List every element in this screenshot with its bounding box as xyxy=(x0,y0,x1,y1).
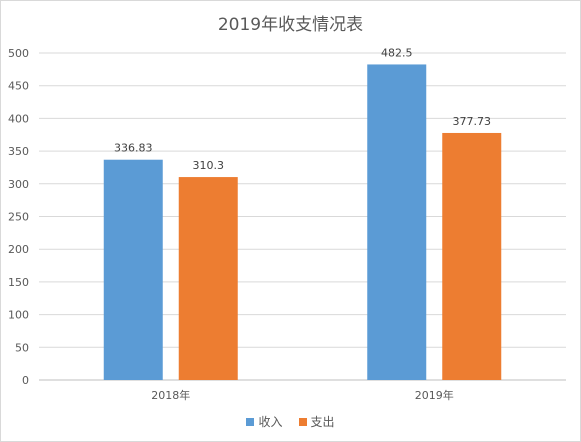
legend-item-income: 收入 xyxy=(246,413,283,430)
y-tick-label: 400 xyxy=(8,112,29,125)
y-tick-label: 350 xyxy=(8,145,29,158)
bar xyxy=(442,132,502,380)
y-tick-label: 450 xyxy=(8,80,29,93)
bar xyxy=(103,159,163,380)
data-label: 377.73 xyxy=(453,115,492,128)
y-tick-label: 150 xyxy=(8,276,29,289)
legend-label-income: 收入 xyxy=(258,415,283,429)
x-tick-label: 2018年 xyxy=(151,388,190,402)
y-tick-label: 250 xyxy=(8,211,29,224)
data-label: 310.3 xyxy=(193,159,225,172)
legend-swatch-expense xyxy=(298,417,307,426)
legend-swatch-income xyxy=(246,417,255,426)
y-tick-label: 0 xyxy=(22,374,29,387)
data-label: 336.83 xyxy=(114,142,153,155)
legend: 收入 支出 xyxy=(1,413,580,430)
y-tick-label: 300 xyxy=(8,178,29,191)
bar xyxy=(178,177,238,380)
y-tick-label: 500 xyxy=(8,47,29,60)
chart-title: 2019年收支情况表 xyxy=(217,15,364,35)
y-tick-label: 200 xyxy=(8,243,29,256)
y-tick-label: 50 xyxy=(15,341,29,354)
legend-item-expense: 支出 xyxy=(298,413,335,430)
bar xyxy=(367,64,427,380)
data-label: 482.5 xyxy=(381,46,413,59)
x-tick-label: 2019年 xyxy=(415,388,454,402)
y-tick-label: 100 xyxy=(8,309,29,322)
legend-label-expense: 支出 xyxy=(310,415,335,429)
